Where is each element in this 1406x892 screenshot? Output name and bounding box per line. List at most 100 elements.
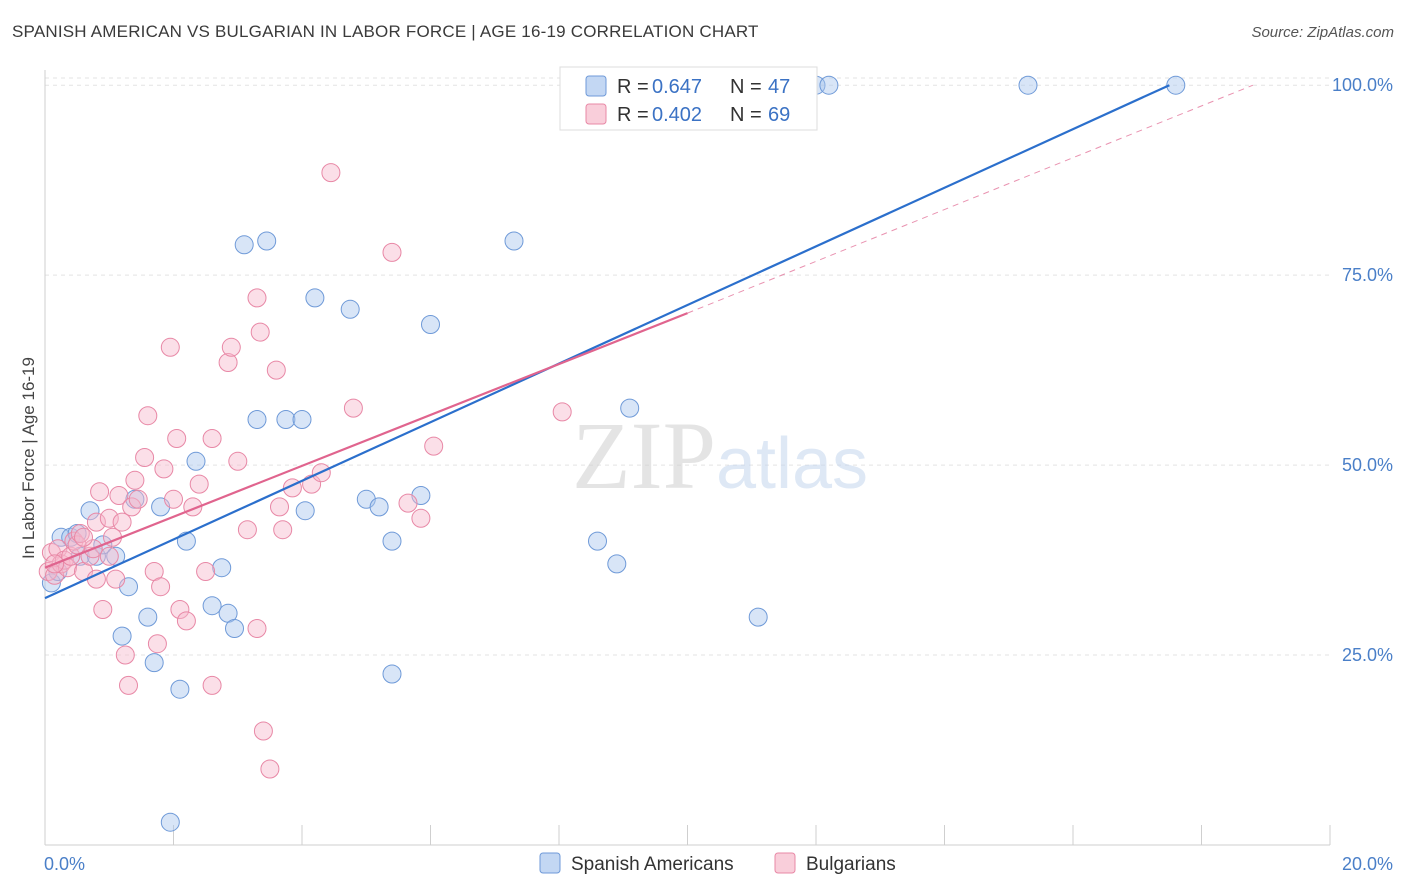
bulgarian-point-65 [552, 402, 572, 422]
bulgarian-point-37 [170, 600, 190, 619]
bulgarian-point-27 [128, 489, 148, 509]
spanish-point-38 [588, 531, 607, 551]
x-tick-label-1: 20.0% [1342, 854, 1393, 874]
bulgarian-point-43 [202, 429, 222, 448]
stats-legend-r-value-1: 0.402 [652, 104, 702, 126]
y-axis-label: In Labor Force | Age 16-19 [19, 357, 38, 559]
bulgarian-point-29 [138, 406, 158, 426]
spanish-point-46 [160, 812, 180, 832]
spanish-point-16 [170, 679, 190, 699]
bulgarian-point-62 [398, 493, 418, 513]
spanish-point-29 [305, 288, 325, 308]
spanish-point-20 [212, 558, 232, 578]
spanish-point-34 [382, 664, 402, 684]
bulgarian-point-23 [115, 645, 135, 665]
stats-legend-r-value-0: 0.647 [652, 76, 702, 98]
x-tick-label-0: 0.0% [44, 854, 85, 874]
bulgarian-point-24 [119, 675, 138, 695]
bulgarian-point-61 [382, 242, 402, 262]
bulgarian-point-68 [99, 546, 119, 566]
spanish-point-23 [234, 235, 254, 255]
series-legend: Spanish Americans Bulgarians [539, 852, 896, 875]
spanish-point-28 [295, 501, 315, 521]
spanish-point-45 [1166, 75, 1186, 95]
bulgarian-point-21 [109, 486, 129, 505]
spanish-point-32 [369, 497, 389, 517]
y-tick-label-2: 75.0% [1342, 265, 1393, 285]
bulgarian-trend-extension [687, 84, 1254, 314]
spanish-trend-line [44, 84, 1170, 600]
bulgarian-point-50 [250, 322, 270, 342]
stats-legend-n-label-1: N = [730, 104, 762, 126]
stats-legend: R = 0.647 N = 47 R = 0.402 N = 69 [559, 66, 818, 131]
spanish-point-41 [748, 607, 768, 627]
y-tick-label-1: 50.0% [1342, 455, 1393, 475]
spanish-point-43 [819, 75, 839, 95]
bulgarian-point-35 [164, 489, 183, 509]
spanish-point-26 [276, 410, 296, 429]
bulgarian-point-38 [176, 611, 196, 631]
bulgarian-point-55 [273, 520, 293, 540]
bulgarian-point-48 [247, 619, 267, 638]
bulgarian-point-31 [147, 634, 167, 654]
bulgarian-point-44 [218, 353, 238, 372]
spanish-point-25 [257, 231, 277, 251]
series-legend-swatch-bulgarian [774, 852, 796, 874]
series-legend-label-bulgarian: Bulgarians [806, 854, 896, 875]
stats-legend-n-label-0: N = [730, 76, 762, 98]
bulgarian-point-51 [253, 721, 273, 741]
bulgarian-point-34 [160, 337, 180, 357]
spanish-point-22 [225, 619, 244, 638]
bulgarian-point-20 [106, 569, 126, 589]
bulgarian-trend-line [44, 312, 688, 569]
stats-legend-swatch-bulgarian [585, 103, 607, 125]
spanish-point-30 [340, 299, 360, 319]
spanish-point-24 [247, 410, 267, 429]
watermark: ZIPatlas [572, 402, 868, 509]
series-legend-swatch-spanish [539, 852, 561, 874]
bulgarian-point-54 [270, 497, 289, 517]
stats-legend-n-value-1: 69 [768, 104, 790, 126]
series-legend-label-spanish: Spanish Americans [571, 854, 734, 875]
bulgarian-point-18 [99, 508, 119, 528]
bulgarian-point-28 [135, 448, 155, 467]
y-tick-label-0: 25.0% [1342, 645, 1393, 665]
spanish-point-14 [144, 653, 164, 673]
axes [44, 70, 1330, 846]
stats-legend-n-value-0: 47 [768, 76, 790, 98]
spanish-point-19 [202, 596, 222, 616]
spanish-point-6 [80, 501, 100, 521]
bulgarian-point-49 [247, 288, 267, 308]
bulgarian-point-33 [154, 459, 174, 479]
bulgarian-point-42 [202, 675, 222, 695]
spanish-point-18 [186, 451, 206, 471]
y-tick-label-3: 100.0% [1332, 75, 1393, 95]
spanish-point-39 [607, 554, 627, 574]
bulgarian-point-15 [86, 512, 106, 532]
bulgarian-point-63 [411, 508, 431, 528]
bulgarian-point-8 [64, 531, 84, 551]
spanish-point-36 [421, 315, 440, 334]
chart-title: SPANISH AMERICAN VS BULGARIAN IN LABOR F… [12, 22, 759, 41]
spanish-point-37 [504, 231, 524, 251]
bulgarian-point-47 [237, 520, 257, 540]
bulgarian-point-32 [151, 577, 171, 597]
bulgarian-point-22 [112, 512, 132, 532]
bulgarian-point-26 [125, 470, 145, 490]
x-tick-labels: 0.0% 20.0% [44, 854, 1393, 874]
chart-source: Source: ZipAtlas.com [1251, 24, 1394, 41]
trend-lines [44, 84, 1254, 600]
bulgarian-point-25 [122, 497, 142, 517]
bulgarian-point-40 [189, 474, 209, 494]
spanish-point-0 [41, 573, 61, 593]
bulgarian-point-67 [74, 527, 93, 547]
bulgarian-point-17 [93, 600, 113, 619]
bulgarian-point-64 [424, 436, 444, 456]
stats-legend-r-label-1: R = [617, 104, 649, 126]
spanish-point-10 [112, 626, 132, 646]
spanish-point-40 [620, 398, 640, 418]
spanish-point-44 [1018, 75, 1038, 95]
spanish-point-2 [51, 527, 71, 547]
bulgarian-point-41 [196, 562, 216, 581]
